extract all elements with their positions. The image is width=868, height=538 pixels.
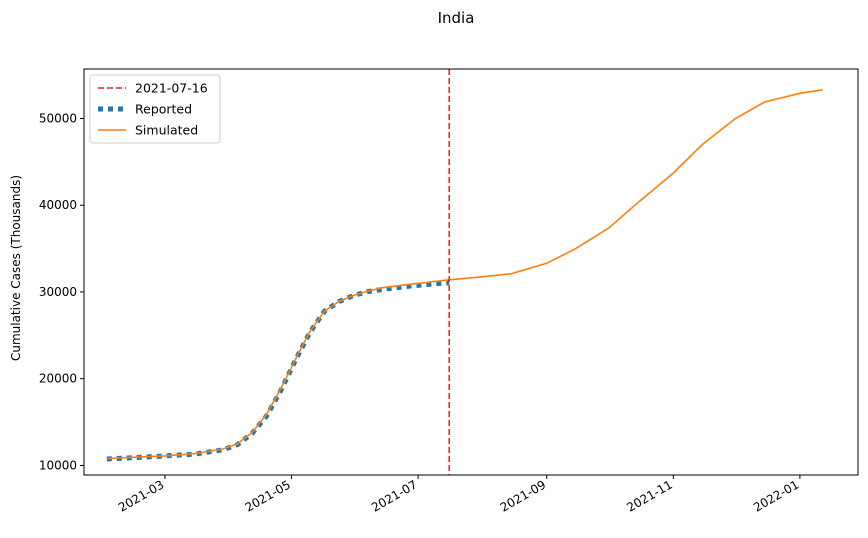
y-tick-label: 30000	[39, 285, 77, 299]
x-tick-label: 2021-11	[624, 477, 674, 514]
series-line-simulated	[106, 89, 823, 460]
legend-item-reported: Reported	[98, 102, 192, 117]
y-tick-label: 40000	[39, 198, 77, 212]
x-tick-label: 2021-05	[243, 477, 293, 514]
y-tick-label: 10000	[39, 458, 77, 472]
legend: 2021-07-16 Reported Simulated	[89, 74, 221, 144]
plot-area	[106, 69, 823, 475]
chart-title: India	[438, 9, 475, 27]
legend-box	[89, 74, 221, 144]
y-tick-label: 50000	[39, 111, 77, 125]
legend-item-vline: 2021-07-16	[98, 81, 208, 96]
legend-label: Reported	[135, 102, 192, 117]
legend-label: 2021-07-16	[135, 81, 208, 96]
x-tick-label: 2021-07	[369, 477, 419, 514]
plot-frame	[83, 68, 859, 476]
x-tick-label: 2021-09	[498, 477, 548, 514]
x-tick-label: 2022-01	[751, 477, 801, 514]
series-line-reported	[106, 280, 450, 462]
y-tick-label: 20000	[39, 372, 77, 386]
legend-label: Simulated	[135, 123, 198, 138]
y-axis-label: Cumulative Cases (Thousands)	[9, 175, 23, 361]
legend-item-simulated: Simulated	[98, 123, 198, 138]
x-tick-label: 2021-03	[116, 477, 166, 514]
